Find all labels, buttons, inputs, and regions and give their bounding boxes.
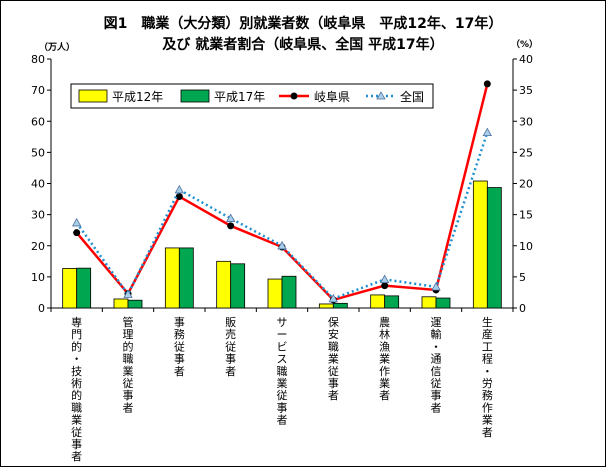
series-line-national	[75, 132, 489, 301]
bar-h17	[486, 187, 502, 309]
chart-title-line2: 及び 就業者割合（岐阜県、全国 平成17年）	[162, 36, 443, 53]
marker-national	[431, 282, 441, 291]
marker-gifu	[381, 282, 389, 290]
series-line-gifu	[75, 83, 489, 302]
chart-title-line1: 図1 職業（大分類）別就業者数（岐阜県 平成12年、17年）	[104, 15, 503, 32]
category-labels: 専門的・技術的職業従事者 管理的職業従事者 事務従事者 販売従事者 サービス職業従事者 保…	[71, 315, 493, 463]
bar-h17	[127, 299, 143, 309]
legend-label-h17: 平成17年	[214, 90, 265, 104]
right-tick-label: 10	[519, 240, 533, 253]
bar-h17	[332, 302, 348, 309]
marker-national	[174, 184, 185, 194]
left-tick-label: 30	[31, 209, 45, 222]
bar-h12	[62, 268, 78, 309]
left-tick-label: 40	[31, 178, 45, 191]
marker-national	[482, 127, 493, 137]
right-tick-label: 40	[519, 53, 533, 66]
bar-h12	[113, 298, 129, 309]
marker-national	[379, 274, 390, 283]
legend-label-h12: 平成12年	[112, 90, 163, 104]
right-tick-label: 0	[519, 302, 526, 315]
bar-h17	[230, 263, 246, 309]
category-label: 保安職業従事者	[328, 315, 339, 402]
bar-h12	[216, 260, 232, 309]
bar-h17	[384, 295, 400, 309]
marker-national	[123, 289, 133, 298]
category-label: 事務従事者	[174, 316, 185, 378]
right-tick-label: 20	[519, 178, 533, 191]
left-tick-label: 60	[31, 115, 45, 128]
legend-swatch-h12	[78, 89, 108, 103]
bar-h17	[178, 247, 194, 309]
category-label: サービス職業従事者	[277, 316, 288, 427]
marker-national	[328, 293, 339, 303]
bar-h12	[370, 294, 386, 309]
marker-gifu	[73, 229, 81, 237]
bar-h12	[318, 303, 334, 309]
left-tick-label: 80	[31, 53, 45, 66]
category-label: 運輸・通信従事者	[431, 316, 442, 414]
bar-h12	[472, 180, 488, 309]
legend-swatch-h17	[180, 89, 210, 103]
left-tick-label: 70	[31, 84, 45, 97]
left-tick-label: 20	[31, 240, 45, 253]
category-label: 専門的・技術的職業従事者	[71, 316, 82, 463]
category-label: 生産工程・労務作業者	[482, 315, 493, 439]
marker-gifu	[227, 222, 235, 230]
bar-h12	[164, 247, 180, 309]
legend: 平成12年 平成17年 岐阜県 全国	[70, 83, 434, 109]
category-label: 農林漁業作業者	[379, 315, 390, 402]
bar-h17	[76, 267, 92, 309]
marker-national	[277, 240, 287, 250]
axes: 0 10 20 30 40 50 60 70 80 0 5 10 15 20 25 30 35 40	[31, 53, 533, 315]
legend-label-national: 全国	[400, 89, 424, 104]
marker-gifu	[483, 80, 491, 88]
left-axis-unit: （万人）	[39, 41, 75, 53]
bar-h17	[281, 275, 297, 309]
right-tick-label: 15	[519, 209, 533, 222]
bar-h12	[421, 296, 437, 309]
legend-marker-national	[376, 91, 386, 100]
category-label: 管理的職業従事者	[123, 315, 134, 414]
marker-national	[71, 217, 82, 227]
bars	[62, 180, 502, 309]
lines	[71, 80, 493, 304]
marker-gifu	[175, 193, 183, 201]
left-tick-label: 0	[38, 302, 45, 315]
bar-h12	[267, 278, 283, 309]
legend-marker-gifu	[290, 92, 298, 100]
bar-h17	[435, 297, 451, 309]
right-axis-unit: （%）	[511, 39, 538, 50]
marker-national	[225, 213, 236, 222]
right-tick-label: 35	[519, 84, 533, 97]
legend-label-gifu: 岐阜県	[314, 90, 350, 104]
left-tick-label: 50	[31, 146, 45, 159]
right-tick-label: 30	[519, 115, 533, 128]
right-tick-label: 5	[519, 271, 526, 284]
left-tick-label: 10	[31, 271, 45, 284]
right-tick-label: 25	[519, 146, 533, 159]
category-label: 販売従事者	[225, 316, 236, 378]
